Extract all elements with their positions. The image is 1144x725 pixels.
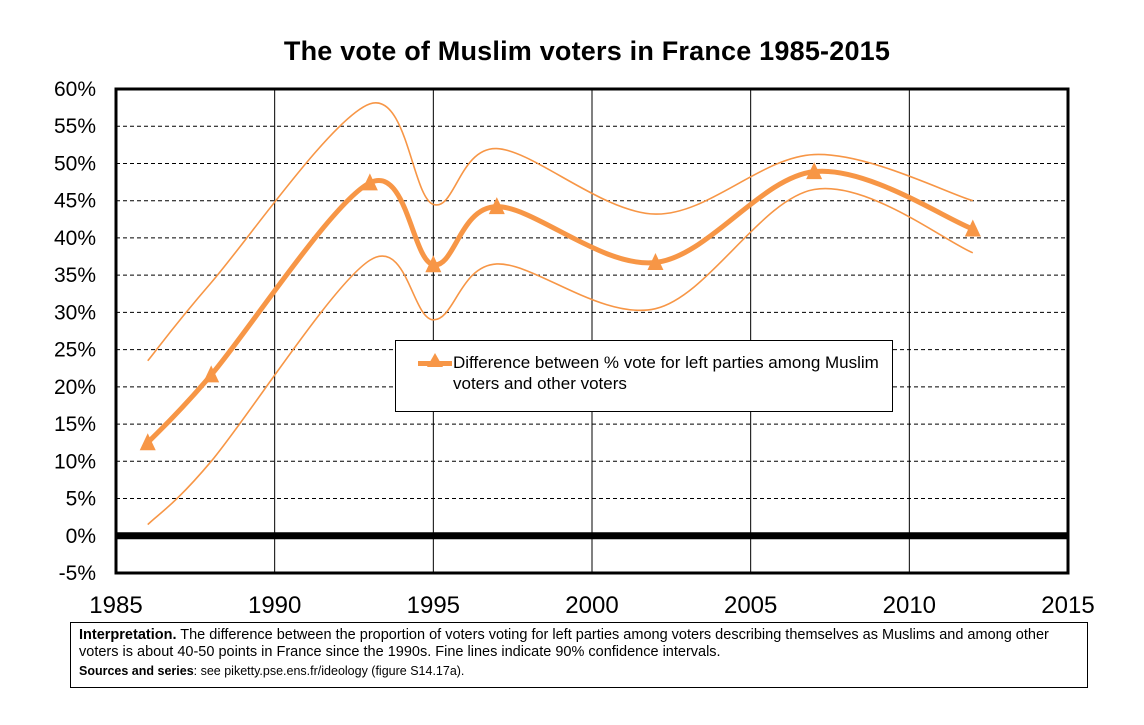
y-tick-label: 30% [54, 301, 96, 324]
ci-upper-line [147, 102, 974, 362]
y-tick-label: 25% [54, 339, 96, 362]
y-tick-label: 40% [54, 227, 96, 250]
y-tick-label: 0% [66, 525, 96, 548]
y-tick-label: 60% [54, 78, 96, 101]
data-point-marker [806, 162, 823, 180]
chart-title: The vote of Muslim voters in France 1985… [283, 36, 891, 66]
data-point-marker [139, 433, 156, 451]
data-point-marker [488, 197, 505, 215]
legend-triangle-marker-icon [427, 353, 443, 367]
x-tick-label: 2010 [883, 592, 936, 619]
confidence-interval-lines [147, 102, 974, 526]
y-tick-label: 20% [54, 376, 96, 399]
y-tick-label: 45% [54, 190, 96, 213]
data-point-marker [647, 252, 664, 270]
data-point-marker [203, 365, 220, 383]
y-tick-label: 5% [66, 488, 96, 511]
x-tick-label: 1985 [89, 592, 142, 619]
y-tick-label: -5% [59, 562, 96, 585]
interpretation-label: Interpretation. [79, 627, 177, 643]
legend: Difference between % vote for left parti… [395, 340, 893, 412]
interpretation-note: Interpretation. The difference between t… [70, 622, 1088, 688]
y-tick-label: 35% [54, 264, 96, 287]
x-tick-label: 2005 [724, 592, 777, 619]
y-tick-label: 50% [54, 152, 96, 175]
data-point-marker [361, 173, 378, 191]
sources-label: Sources and series [79, 664, 194, 678]
gridlines [114, 87, 1070, 575]
data-point-marker [964, 219, 981, 237]
series-line [145, 168, 974, 445]
data-point-marker [425, 255, 442, 273]
y-tick-label: 15% [54, 413, 96, 436]
sources-line: Sources and series: see piketty.pse.ens.… [79, 663, 1087, 680]
x-tick-label: 1995 [407, 592, 460, 619]
y-tick-label: 55% [54, 115, 96, 138]
legend-label: Difference between % vote for left parti… [453, 353, 879, 393]
ci-lower-line [147, 187, 974, 526]
axis-labels: 60% 55% 50% 45% 40% 35% 30% 25% 20% 15% 10% 5% 0% -5%… [54, 78, 1095, 619]
interpretation-text: The difference between the proportion of… [79, 627, 1049, 660]
sources-text: : see piketty.pse.ens.fr/ideology (figur… [193, 664, 465, 678]
x-tick-label: 2015 [1041, 592, 1094, 619]
x-tick-label: 2000 [565, 592, 618, 619]
plot-border [114, 87, 1070, 575]
x-tick-label: 1990 [248, 592, 301, 619]
series-layer [139, 162, 981, 451]
y-tick-label: 10% [54, 450, 96, 473]
